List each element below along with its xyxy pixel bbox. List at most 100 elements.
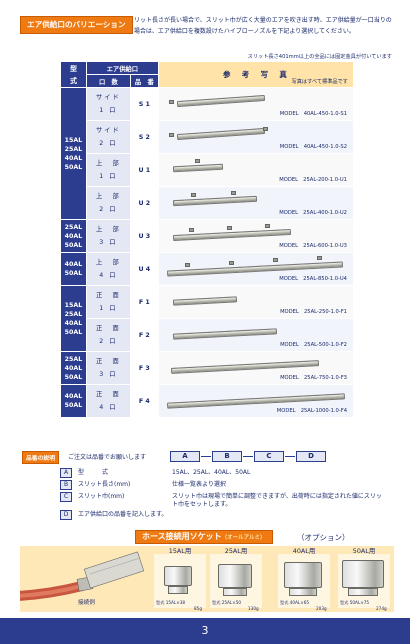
header-port: エア供給口 [85, 61, 159, 75]
socket-image [168, 586, 188, 594]
top-port-icon [184, 263, 190, 267]
top-port-icon [264, 224, 270, 228]
type-group-4: 15AL 25AL 40AL 50AL [60, 285, 87, 352]
side-port-icon [262, 127, 268, 131]
socket-image [348, 588, 378, 596]
model-label: MODEL 40AL-450-1.0-S1 [279, 111, 347, 117]
code-f3: F 3 [129, 351, 159, 385]
connection-example-image [20, 551, 145, 601]
socket-15al: 15AL用 型式 15AL×38 85g [154, 547, 206, 611]
socket-type: 型式 15AL×38 [156, 600, 186, 605]
photo-f3: MODEL 25AL-750-1.0-F3 [157, 351, 355, 385]
socket-type: 型式 50AL×75 [340, 600, 370, 605]
nozzle-image [172, 163, 223, 173]
socket-image [223, 588, 247, 596]
photo-s1: MODEL 40AL-450-1.0-S1 [157, 87, 355, 121]
code-s2: S 2 [129, 120, 159, 154]
photo-u2: MODEL 25AL-400-1.0-U2 [157, 186, 355, 220]
model-label: MODEL 25AL-1000-1.0-F4 [276, 408, 347, 414]
header-code: 品 番 [129, 74, 159, 88]
model-label: MODEL 25AL-400-1.0-U2 [279, 210, 347, 216]
code-u4: U 4 [129, 252, 159, 286]
socket-type: 型式 25AL×50 [212, 600, 242, 605]
type-group-5: 25AL 40AL 50AL [60, 351, 87, 385]
legend-key-d: D [60, 510, 72, 520]
page-number: 3 [201, 624, 209, 637]
socket-size-label: 25AL用 [224, 547, 248, 555]
legend-key-a: A [60, 468, 72, 478]
hose-socket-panel: 接続例 15AL用 型式 15AL×38 85g 25AL用 型式 25AL×5… [20, 546, 394, 612]
socket-image [289, 588, 317, 596]
code-box-a: A [170, 451, 200, 462]
type-group-1: 15AL 25AL 40AL 50AL [60, 87, 87, 220]
model-label: MODEL 40AL-450-1.0-S2 [279, 144, 347, 150]
code-dash [201, 456, 211, 457]
legend-desc-b: 仕様一覧表より選択 [172, 481, 226, 488]
intro-text: スリット長さが長い場合で、スリット巾が広く大量のエアを吹き出す時、エア供給量が一… [20, 17, 392, 35]
socket-25al: 25AL用 型式 25AL×50 130g [210, 547, 262, 611]
code-f4: F 4 [129, 384, 159, 418]
code-u3: U 3 [129, 219, 159, 253]
top-port-icon [230, 191, 236, 195]
code-dash [285, 456, 295, 457]
socket-50al: 50AL用 型式 50AL×75 274g [338, 547, 390, 611]
legend-label-c: スリット巾(mm) [78, 493, 125, 500]
top-port-icon [316, 256, 322, 260]
legend-desc-c: スリット巾は現場で簡単に調整できますが、出荷時には指定された値にスリット巾をセッ… [172, 493, 382, 508]
socket-size-label: 40AL用 [292, 547, 316, 555]
photo-f4: MODEL 25AL-1000-1.0-F4 [157, 384, 355, 418]
code-u1: U 1 [129, 153, 159, 187]
code-f1: F 1 [129, 285, 159, 319]
type-group-6: 40AL 50AL [60, 384, 87, 418]
socket-image [164, 566, 192, 586]
photo-s2: MODEL 40AL-450-1.0-S2 [157, 120, 355, 154]
nozzle-image [172, 195, 257, 207]
top-port-icon [272, 258, 278, 262]
nozzle-image [176, 127, 265, 141]
fixing-bracket-note: スリット長さ401mm以上の全品には固定金具が付いています [247, 54, 392, 60]
order-note: ご注文は品番でお願いします [68, 454, 147, 461]
photo-u1: MODEL 25AL-200-1.0-U1 [157, 153, 355, 187]
socket-40al: 40AL用 型式 40AL×65 203g [278, 547, 330, 611]
code-box-b: B [212, 451, 242, 462]
socket-image [342, 560, 384, 588]
socket-image [218, 564, 252, 588]
photo-f2: MODEL 25AL-500-1.0-F2 [157, 318, 355, 352]
top-port-icon [188, 228, 194, 232]
nozzle-image [170, 360, 319, 374]
socket-type: 型式 40AL×65 [280, 600, 310, 605]
intro-block: スリット長さが長い場合で、スリット巾が広く大量のエアを吹き出す時、エア供給量が一… [20, 16, 396, 46]
hose-socket-title: ホース接続用ソケット（オールアルミ） [135, 530, 273, 544]
top-port-icon [226, 226, 232, 230]
variation-table: 型式 エア供給口 参 考 写 真 写真はすべて標準品です 口 数 品 番 15A… [60, 61, 355, 418]
socket-weight: 274g [376, 606, 387, 611]
code-dash [243, 456, 253, 457]
legend-key-b: B [60, 480, 72, 490]
section-title: エア供給口のバリエーション [20, 16, 133, 34]
legend-key-c: C [60, 492, 72, 502]
type-group-3: 40AL 50AL [60, 252, 87, 286]
nozzle-image [176, 94, 265, 108]
header-type: 型式 [60, 61, 87, 88]
socket-weight: 130g [248, 606, 259, 611]
socket-size-label: 50AL用 [352, 547, 376, 555]
model-label: MODEL 25AL-250-1.0-F1 [280, 309, 347, 315]
type-group-2: 25AL 40AL 50AL [60, 219, 87, 253]
top-port-icon [228, 261, 234, 265]
photo-f1: MODEL 25AL-250-1.0-F1 [157, 285, 355, 319]
example-label: 接続例 [78, 600, 95, 606]
legend-label-a: 型 式 [78, 469, 109, 476]
side-port-icon [168, 133, 174, 137]
nozzle-image [172, 328, 277, 340]
photo-u3: MODEL 25AL-600-1.0-U3 [157, 219, 355, 253]
legend-desc-a: 15AL、25AL、40AL、50AL [172, 469, 251, 476]
top-port-icon [190, 193, 196, 197]
code-s1: S 1 [129, 87, 159, 121]
